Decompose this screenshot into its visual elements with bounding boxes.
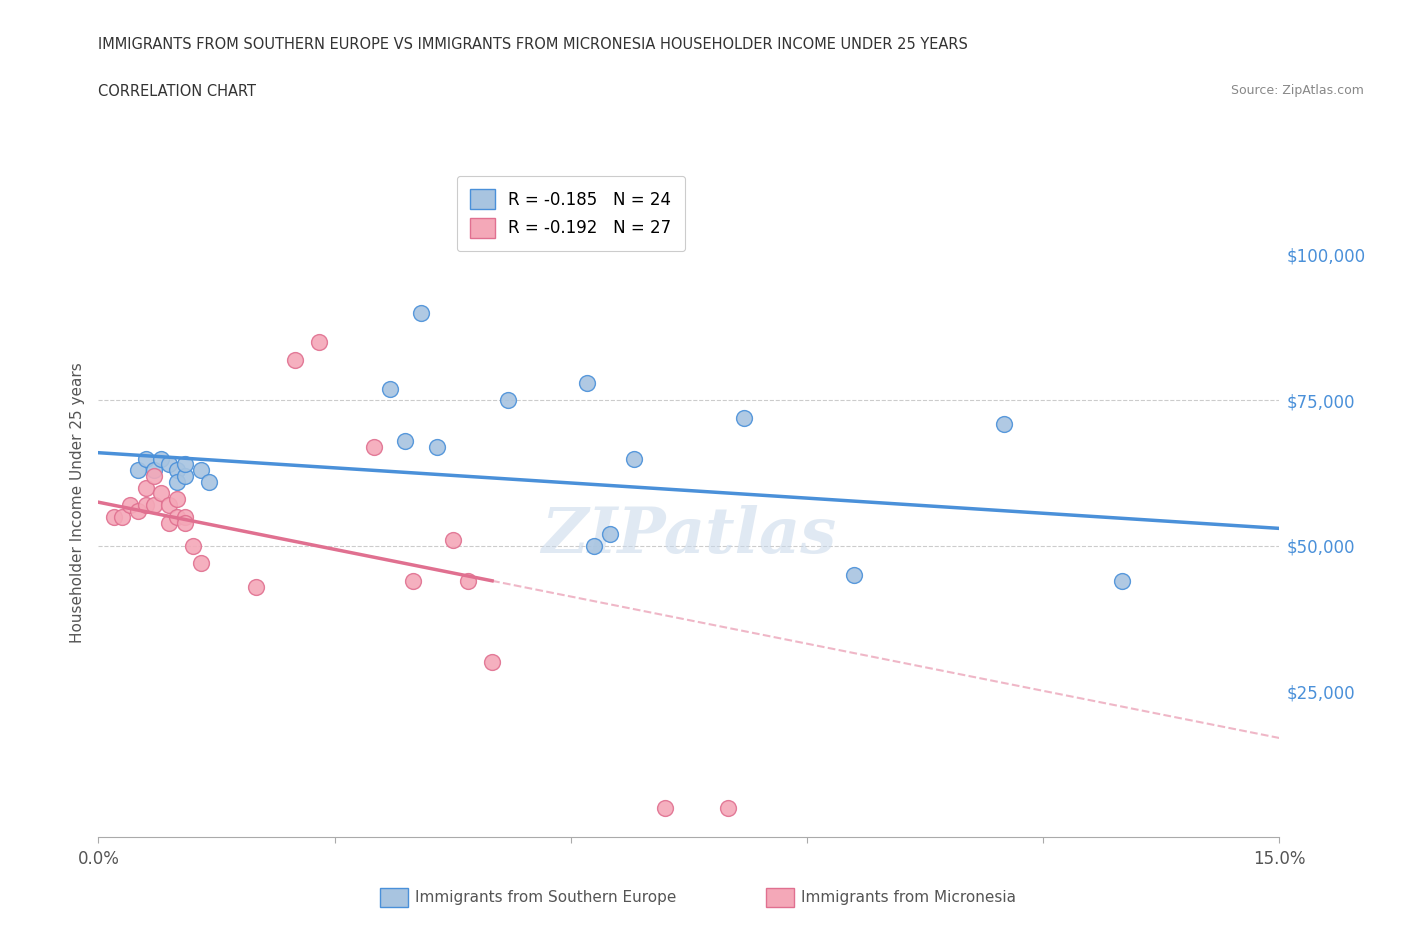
Point [844,567,866,582]
Point [411,306,433,321]
Point [142,498,165,512]
Point [363,440,385,455]
Point [583,538,606,553]
Point [394,433,416,448]
Text: Immigrants from Micronesia: Immigrants from Micronesia [801,890,1017,905]
Point [174,457,197,472]
Point [190,463,212,478]
Point [441,533,464,548]
Point [733,410,755,425]
Point [166,474,188,489]
Text: CORRELATION CHART: CORRELATION CHART [98,84,256,99]
Point [174,469,197,484]
Point [157,498,180,512]
Point [496,392,519,407]
Point [181,538,204,553]
Point [174,515,197,530]
Point [127,503,149,518]
Point [402,574,425,589]
Point [457,574,479,589]
Point [150,451,173,466]
Point [993,416,1015,431]
Y-axis label: Householder Income Under 25 years: Householder Income Under 25 years [69,362,84,643]
Point [166,510,188,525]
Point [142,463,165,478]
Text: Immigrants from Southern Europe: Immigrants from Southern Europe [415,890,676,905]
Point [190,556,212,571]
Point [623,451,645,466]
Point [135,451,157,466]
Point [157,457,180,472]
Point [1111,574,1133,589]
Point [135,498,157,512]
Point [166,492,188,507]
Point [157,515,180,530]
Point [166,463,188,478]
Point [378,381,401,396]
Text: Source: ZipAtlas.com: Source: ZipAtlas.com [1230,84,1364,97]
Point [599,526,621,541]
Point [174,510,197,525]
Point [654,801,676,816]
Point [284,352,307,367]
Point [135,480,157,495]
Text: IMMIGRANTS FROM SOUTHERN EUROPE VS IMMIGRANTS FROM MICRONESIA HOUSEHOLDER INCOME: IMMIGRANTS FROM SOUTHERN EUROPE VS IMMIG… [98,37,969,52]
Point [481,655,503,670]
Point [111,510,134,525]
Point [118,498,141,512]
Point [150,486,173,501]
Point [426,440,449,455]
Legend: R = -0.185   N = 24, R = -0.192   N = 27: R = -0.185 N = 24, R = -0.192 N = 27 [457,176,685,251]
Point [308,335,330,350]
Point [142,469,165,484]
Point [197,474,219,489]
Point [127,463,149,478]
Point [103,510,125,525]
Point [575,376,598,391]
Point [717,801,740,816]
Text: ZIPatlas: ZIPatlas [541,505,837,566]
Point [245,579,267,594]
